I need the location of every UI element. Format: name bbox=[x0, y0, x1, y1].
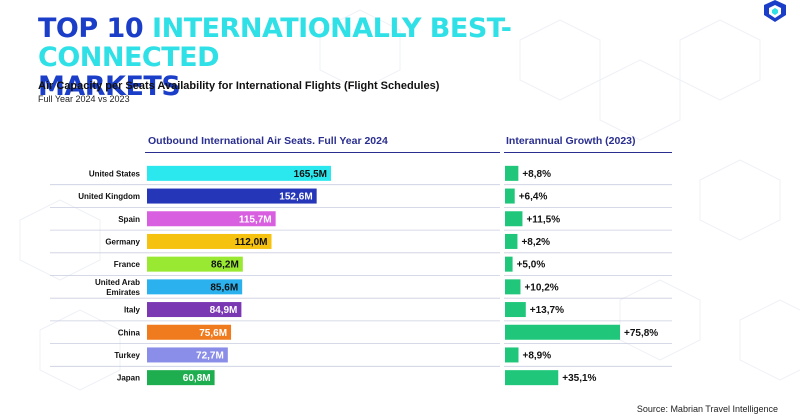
seats-value-label: 112,0M bbox=[235, 237, 268, 248]
country-label: United Arab Emirates bbox=[95, 278, 141, 297]
growth-value-label: +11,5% bbox=[526, 214, 560, 225]
growth-bar bbox=[505, 256, 513, 272]
seats-bar bbox=[147, 302, 242, 318]
growth-bar bbox=[505, 324, 620, 340]
growth-bar bbox=[505, 188, 515, 204]
growth-bar bbox=[505, 302, 526, 318]
seats-value-label: 75,6M bbox=[199, 328, 227, 339]
growth-bar bbox=[505, 279, 521, 295]
title-part-highlight: INTERNATIONALLY BEST-CONNECTED bbox=[38, 13, 512, 73]
chart-period: Full Year 2024 vs 2023 bbox=[38, 94, 130, 104]
growth-chart-title: Interannual Growth (2023) bbox=[506, 135, 636, 147]
growth-value-label: +13,7% bbox=[530, 305, 564, 316]
seats-bar bbox=[147, 233, 272, 249]
chart-subtitle: Air Capacity per Seats Availability for … bbox=[38, 80, 440, 92]
seats-bar bbox=[147, 188, 317, 204]
growth-bar bbox=[505, 233, 518, 249]
country-label: Japan bbox=[117, 374, 140, 383]
seats-value-label: 60,8M bbox=[183, 373, 211, 384]
page-title: TOP 10 INTERNATIONALLY BEST-CONNECTED MA… bbox=[38, 14, 658, 101]
seats-value-label: 85,6M bbox=[210, 282, 238, 293]
seats-header-underline bbox=[145, 152, 500, 153]
growth-value-label: +6,4% bbox=[519, 192, 548, 203]
country-label: France bbox=[114, 260, 141, 269]
seats-bar bbox=[147, 165, 331, 181]
growth-value-label: +8,9% bbox=[523, 350, 552, 361]
shield-logo-icon bbox=[764, 0, 786, 22]
seats-bar bbox=[147, 279, 243, 295]
growth-value-label: +8,8% bbox=[522, 169, 551, 180]
country-label: Spain bbox=[118, 215, 140, 224]
growth-value-label: +8,2% bbox=[521, 237, 550, 248]
seats-value-label: 152,6M bbox=[279, 192, 312, 203]
title-part-top10: TOP 10 bbox=[38, 13, 153, 44]
seats-value-label: 86,2M bbox=[211, 260, 239, 271]
growth-value-label: +5,0% bbox=[517, 260, 546, 271]
source-note: Source: Mabrian Travel Intelligence bbox=[636, 404, 778, 414]
title-part-markets: MARKETS bbox=[38, 71, 181, 102]
growth-header-underline bbox=[504, 152, 672, 153]
seats-bar bbox=[147, 370, 215, 386]
growth-value-label: +10,2% bbox=[524, 282, 558, 293]
seats-bar bbox=[147, 256, 243, 272]
growth-bar bbox=[505, 211, 523, 227]
country-label: United States bbox=[89, 169, 141, 178]
country-label: Turkey bbox=[114, 351, 140, 360]
growth-bar bbox=[505, 165, 519, 181]
country-label: Germany bbox=[105, 237, 140, 246]
seats-bar bbox=[147, 211, 276, 227]
country-label: United Kingdom bbox=[78, 192, 140, 201]
country-label: Italy bbox=[124, 306, 141, 315]
country-label: China bbox=[118, 328, 141, 337]
seats-chart-title: Outbound International Air Seats. Full Y… bbox=[148, 135, 388, 147]
seats-bar bbox=[147, 324, 232, 340]
seats-value-label: 165,5M bbox=[294, 169, 327, 180]
seats-value-label: 115,7M bbox=[239, 214, 272, 225]
seats-value-label: 72,7M bbox=[196, 350, 224, 361]
growth-value-label: +35,1% bbox=[562, 373, 596, 384]
seats-value-label: 84,9M bbox=[210, 305, 238, 316]
growth-bar bbox=[505, 347, 519, 363]
seats-bar bbox=[147, 347, 228, 363]
growth-bar bbox=[505, 370, 559, 386]
growth-value-label: +75,8% bbox=[624, 328, 658, 339]
